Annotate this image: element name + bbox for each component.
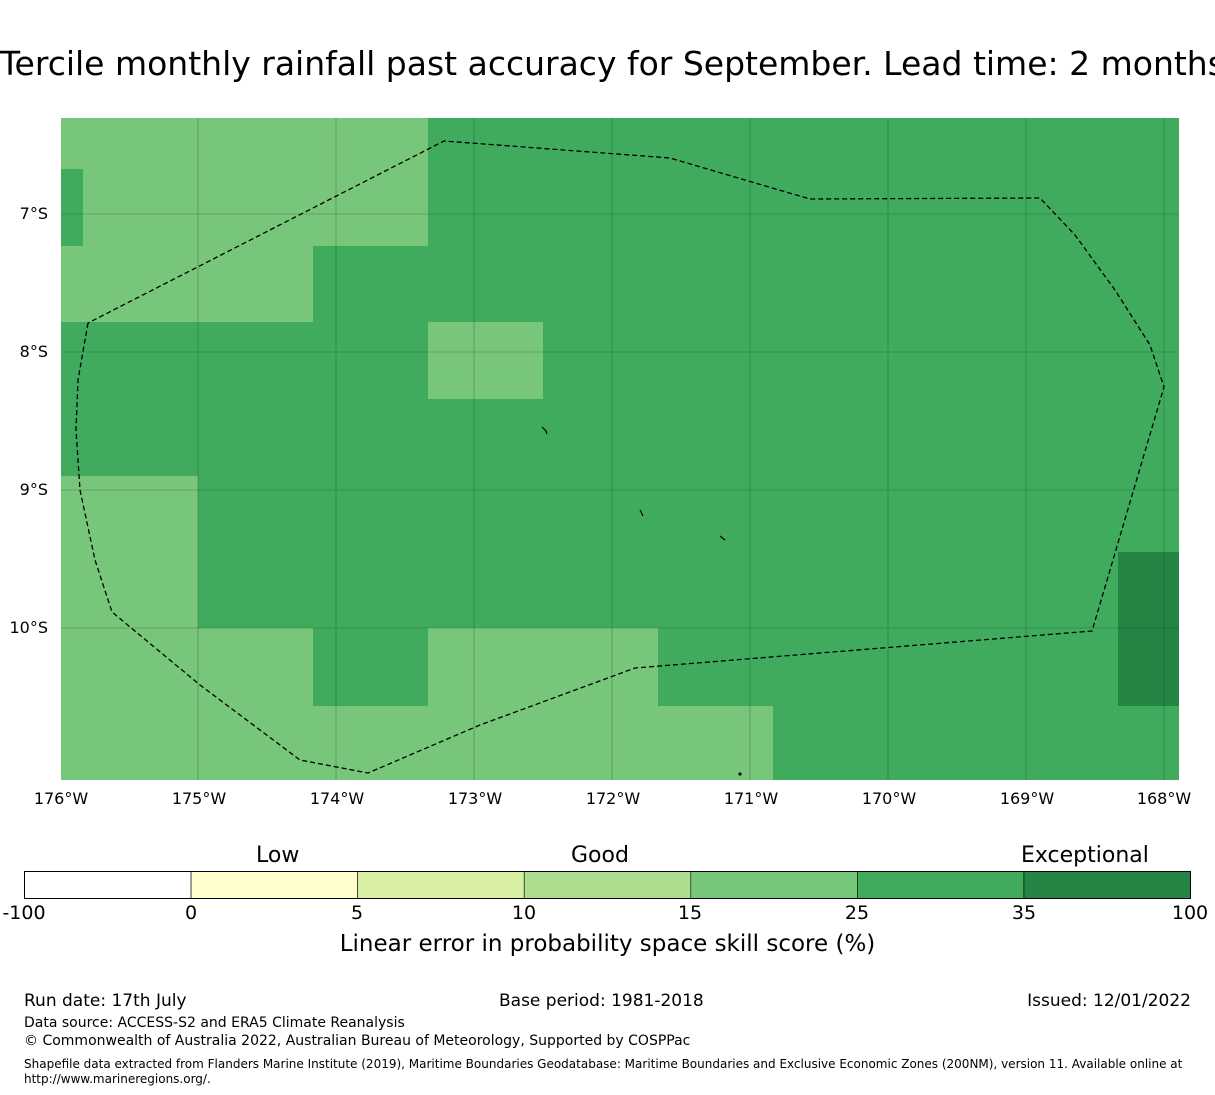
colorbar-box-3 xyxy=(523,871,692,899)
issued-date: Issued: 12/01/2022 xyxy=(1027,991,1191,1011)
lon-label-176w: 176°W xyxy=(33,789,89,808)
colorbar-tick-15: 15 xyxy=(677,902,703,924)
grid-cell-light xyxy=(428,322,543,399)
colorbar-tick-neg100: -100 xyxy=(2,902,46,924)
run-date: Run date: 17th July xyxy=(24,991,187,1011)
grid-cell-medium xyxy=(313,246,1179,322)
map-title: Tercile monthly rainfall past accuracy f… xyxy=(0,44,1215,83)
lon-label-170w: 170°W xyxy=(861,789,917,808)
base-period: Base period: 1981-2018 xyxy=(499,991,704,1011)
grid-cell-dark xyxy=(1118,552,1179,706)
grid-cell-medium xyxy=(313,628,428,706)
grid-cell-medium xyxy=(428,118,1179,246)
island-fakaofo xyxy=(541,426,548,435)
colorbar-box-1 xyxy=(190,871,358,899)
colorbar-box-0 xyxy=(24,871,192,899)
colorbar-box-4 xyxy=(690,871,858,899)
lon-label-168w: 168°W xyxy=(1136,789,1192,808)
colorbar-box-5 xyxy=(857,871,1025,899)
category-good: Good xyxy=(571,843,629,868)
shapefile-credit-link[interactable]: http://www.marineregions.org/. xyxy=(24,1072,211,1086)
skill-grid xyxy=(61,118,1179,780)
colorbar-title: Linear error in probability space skill … xyxy=(339,931,876,957)
shapefile-credit-line1: Shapefile data extracted from Flanders M… xyxy=(24,1057,1183,1071)
colorbar-box-2 xyxy=(357,871,525,899)
island-small xyxy=(738,772,742,776)
lon-label-174w: 174°W xyxy=(309,789,365,808)
grid-cell-medium xyxy=(61,322,1179,476)
grid-cell-light xyxy=(61,476,198,628)
skill-map xyxy=(61,118,1179,780)
colorbar-tick-5: 5 xyxy=(350,902,364,924)
grid-cell-light xyxy=(313,706,428,780)
grid-cell-medium xyxy=(61,169,83,246)
grid-cell-light xyxy=(61,246,83,322)
colorbar-tick-35: 35 xyxy=(1011,902,1037,924)
copyright: © Commonwealth of Australia 2022, Austra… xyxy=(24,1033,691,1049)
grid-cell-light xyxy=(658,706,773,780)
data-source: Data source: ACCESS-S2 and ERA5 Climate … xyxy=(24,1015,405,1031)
grid-cell-light xyxy=(61,628,313,780)
grid-cell-light xyxy=(428,628,658,780)
shapefile-credit: Shapefile data extracted from Flanders M… xyxy=(24,1057,1204,1087)
lon-label-171w: 171°W xyxy=(723,789,779,808)
grid-cell-medium xyxy=(198,476,1179,628)
colorbar-box-6 xyxy=(1023,871,1191,899)
lon-label-175w: 175°W xyxy=(171,789,227,808)
category-low: Low xyxy=(256,843,300,868)
island-nukunonu xyxy=(639,509,644,517)
lat-label-7s: 7°S xyxy=(19,204,48,223)
colorbar xyxy=(24,871,1191,899)
eez-boundary xyxy=(75,140,1165,774)
lat-label-9s: 9°S xyxy=(19,480,48,499)
colorbar-tick-10: 10 xyxy=(511,902,537,924)
colorbar-tick-0: 0 xyxy=(184,902,198,924)
lat-label-10s: 10°S xyxy=(9,618,48,637)
islands xyxy=(541,426,742,776)
graticule xyxy=(61,118,1179,780)
lon-label-172w: 172°W xyxy=(585,789,641,808)
lat-label-8s: 8°S xyxy=(19,342,48,361)
category-exceptional: Exceptional xyxy=(1021,843,1149,868)
lon-label-169w: 169°W xyxy=(999,789,1055,808)
grid-cell-light xyxy=(61,118,428,246)
colorbar-tick-100: 100 xyxy=(1171,902,1209,924)
lon-label-173w: 173°W xyxy=(447,789,503,808)
colorbar-tick-25: 25 xyxy=(844,902,870,924)
island-atafu xyxy=(719,535,726,541)
